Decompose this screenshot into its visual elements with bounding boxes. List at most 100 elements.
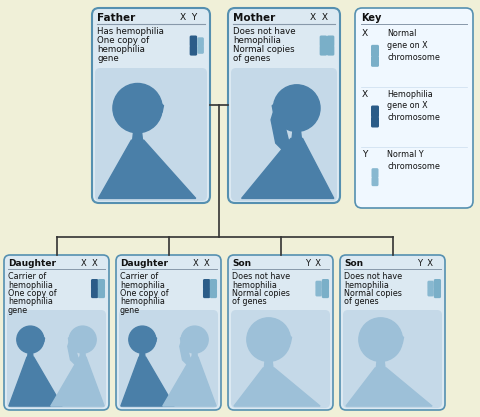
Polygon shape: [271, 96, 294, 150]
Text: Does not have: Does not have: [232, 272, 290, 281]
Circle shape: [247, 318, 290, 362]
FancyBboxPatch shape: [7, 310, 106, 408]
FancyBboxPatch shape: [371, 56, 379, 67]
FancyBboxPatch shape: [320, 45, 327, 55]
FancyBboxPatch shape: [327, 35, 335, 47]
FancyBboxPatch shape: [322, 279, 329, 290]
Polygon shape: [234, 368, 320, 406]
Polygon shape: [140, 351, 145, 357]
Text: Does not have: Does not have: [233, 27, 296, 36]
Text: Daughter: Daughter: [8, 259, 56, 268]
Text: Father: Father: [97, 13, 135, 23]
FancyBboxPatch shape: [320, 35, 327, 47]
Text: of genes: of genes: [233, 54, 270, 63]
FancyBboxPatch shape: [355, 8, 473, 208]
Text: of genes: of genes: [232, 297, 266, 306]
Text: Does not have: Does not have: [344, 272, 402, 281]
Polygon shape: [269, 324, 291, 357]
Text: Has hemophilia: Has hemophilia: [97, 27, 164, 36]
FancyBboxPatch shape: [98, 279, 105, 290]
FancyBboxPatch shape: [343, 310, 442, 408]
Text: Key: Key: [361, 13, 382, 23]
FancyBboxPatch shape: [372, 168, 379, 178]
Text: Normal copies: Normal copies: [344, 289, 402, 298]
Polygon shape: [68, 333, 81, 364]
Text: hemophilia: hemophilia: [344, 281, 389, 289]
Polygon shape: [138, 91, 163, 128]
FancyBboxPatch shape: [228, 255, 333, 410]
Text: hemophilia: hemophilia: [233, 36, 281, 45]
Text: hemophilia: hemophilia: [97, 45, 145, 54]
Polygon shape: [132, 129, 143, 140]
Text: X  X: X X: [81, 259, 98, 268]
FancyBboxPatch shape: [203, 279, 210, 290]
FancyBboxPatch shape: [91, 288, 98, 298]
FancyBboxPatch shape: [315, 288, 322, 296]
Polygon shape: [69, 330, 83, 350]
Polygon shape: [98, 140, 196, 198]
FancyBboxPatch shape: [203, 288, 210, 298]
FancyBboxPatch shape: [434, 288, 441, 298]
FancyBboxPatch shape: [371, 45, 379, 57]
FancyBboxPatch shape: [427, 288, 434, 296]
Circle shape: [129, 326, 156, 353]
Text: gene: gene: [97, 54, 119, 63]
Text: X: X: [362, 29, 368, 38]
Circle shape: [17, 326, 44, 353]
Text: hemophilia: hemophilia: [120, 281, 165, 289]
FancyBboxPatch shape: [91, 279, 98, 290]
FancyBboxPatch shape: [119, 310, 218, 408]
Text: X: X: [362, 90, 368, 99]
Polygon shape: [51, 357, 104, 406]
Text: Son: Son: [232, 259, 251, 268]
Text: X  X: X X: [310, 13, 328, 22]
FancyBboxPatch shape: [231, 310, 330, 408]
Polygon shape: [241, 138, 334, 198]
Text: hemophilia: hemophilia: [8, 281, 53, 289]
FancyBboxPatch shape: [190, 45, 197, 55]
FancyBboxPatch shape: [434, 279, 441, 290]
FancyBboxPatch shape: [371, 106, 379, 118]
Polygon shape: [292, 128, 301, 138]
Text: Carrier of: Carrier of: [120, 272, 158, 281]
Polygon shape: [143, 330, 156, 350]
Circle shape: [274, 85, 320, 131]
FancyBboxPatch shape: [116, 255, 221, 410]
FancyBboxPatch shape: [197, 37, 204, 47]
Text: One copy of: One copy of: [120, 289, 168, 298]
Circle shape: [181, 326, 208, 353]
Text: One copy of: One copy of: [8, 289, 57, 298]
FancyBboxPatch shape: [372, 177, 379, 186]
FancyBboxPatch shape: [210, 279, 217, 290]
Polygon shape: [381, 324, 404, 357]
Polygon shape: [80, 351, 85, 357]
FancyBboxPatch shape: [4, 255, 109, 410]
Text: Normal
gene on X
chromosome: Normal gene on X chromosome: [387, 29, 440, 62]
Text: X  X: X X: [193, 259, 210, 268]
Text: X  Y: X Y: [180, 13, 197, 22]
Circle shape: [359, 318, 402, 362]
FancyBboxPatch shape: [190, 35, 197, 47]
FancyBboxPatch shape: [231, 68, 337, 201]
Polygon shape: [272, 92, 297, 127]
Text: Y  X: Y X: [305, 259, 321, 268]
Circle shape: [69, 326, 96, 353]
Text: Normal copies: Normal copies: [232, 289, 290, 298]
Polygon shape: [264, 358, 273, 368]
Text: Hemophilia
gene on X
chromosome: Hemophilia gene on X chromosome: [387, 90, 440, 122]
Text: Y: Y: [362, 151, 367, 159]
Text: One copy of: One copy of: [97, 36, 149, 45]
FancyBboxPatch shape: [327, 45, 335, 55]
FancyBboxPatch shape: [92, 8, 210, 203]
Text: of genes: of genes: [344, 297, 379, 306]
FancyBboxPatch shape: [371, 116, 379, 128]
Text: Son: Son: [344, 259, 363, 268]
FancyBboxPatch shape: [228, 8, 340, 203]
FancyBboxPatch shape: [197, 45, 204, 54]
Polygon shape: [30, 330, 45, 350]
Polygon shape: [192, 351, 197, 357]
FancyBboxPatch shape: [315, 281, 322, 290]
Text: hemophilia: hemophilia: [120, 297, 165, 306]
FancyBboxPatch shape: [322, 288, 329, 298]
Polygon shape: [180, 333, 193, 364]
